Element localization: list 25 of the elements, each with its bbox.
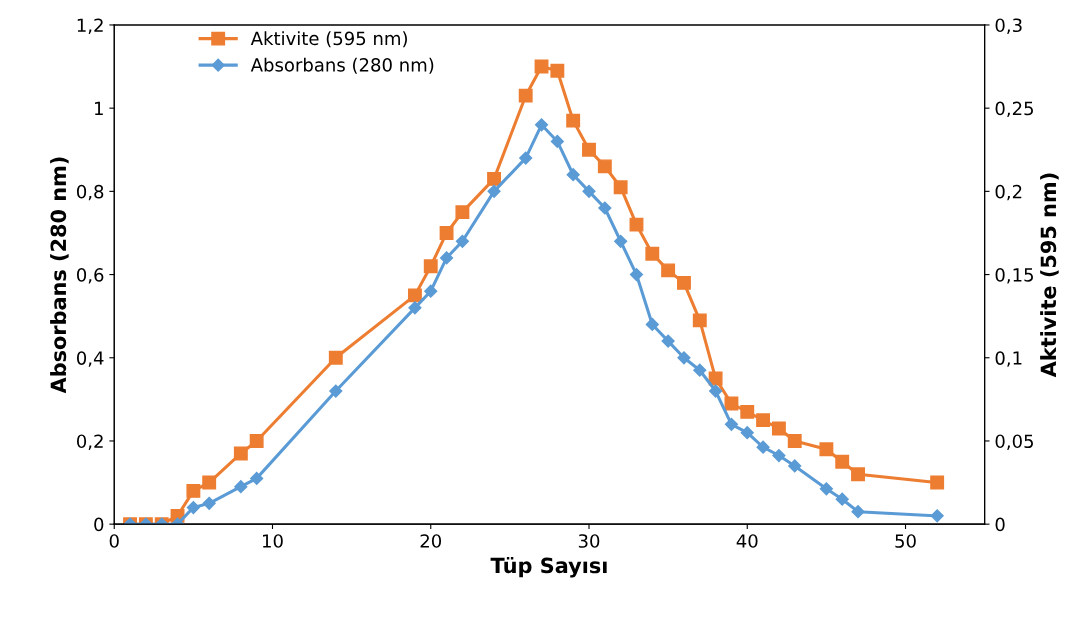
y-tick-label: 1 [95, 101, 103, 116]
x-tick-label: 40 [736, 534, 758, 548]
y2-tick-label: 0,15 [995, 268, 1033, 284]
y-tick-label: 1,2 [77, 18, 103, 34]
y-tick-label: 0 [94, 517, 104, 532]
y2-tick-label: 0,25 [995, 101, 1033, 118]
x-tick-label: 10 [262, 534, 283, 548]
y-tick-label: 0,8 [76, 184, 104, 201]
x-tick-label: 50 [895, 534, 916, 548]
y2-tick-label: 0,2 [995, 184, 1022, 201]
y-axis-title: Absorbans (280 nm) [50, 157, 69, 394]
y-tick-label: 0,6 [76, 268, 104, 284]
y2-tick-label: 0,1 [995, 351, 1022, 367]
y-tick-label: 0,2 [76, 434, 103, 450]
y2-tick-label: 0,05 [995, 434, 1033, 450]
y2-tick-label: 0,3 [995, 18, 1022, 34]
x-tick-label: 30 [578, 534, 600, 548]
y2-tick-label: 0 [995, 517, 1005, 532]
x-axis-title: Tüp Sayısı [490, 556, 607, 578]
x-tick-label: 20 [420, 534, 442, 548]
x-tick-label: 0 [109, 534, 119, 548]
legend-label: Aktivite (595 nm) [250, 31, 407, 48]
y-tick-label: 0,4 [76, 351, 104, 367]
y2-axis-title: Aktivite (595 nm) [1040, 173, 1059, 378]
legend-label: Absorbans (280 nm) [250, 57, 434, 74]
